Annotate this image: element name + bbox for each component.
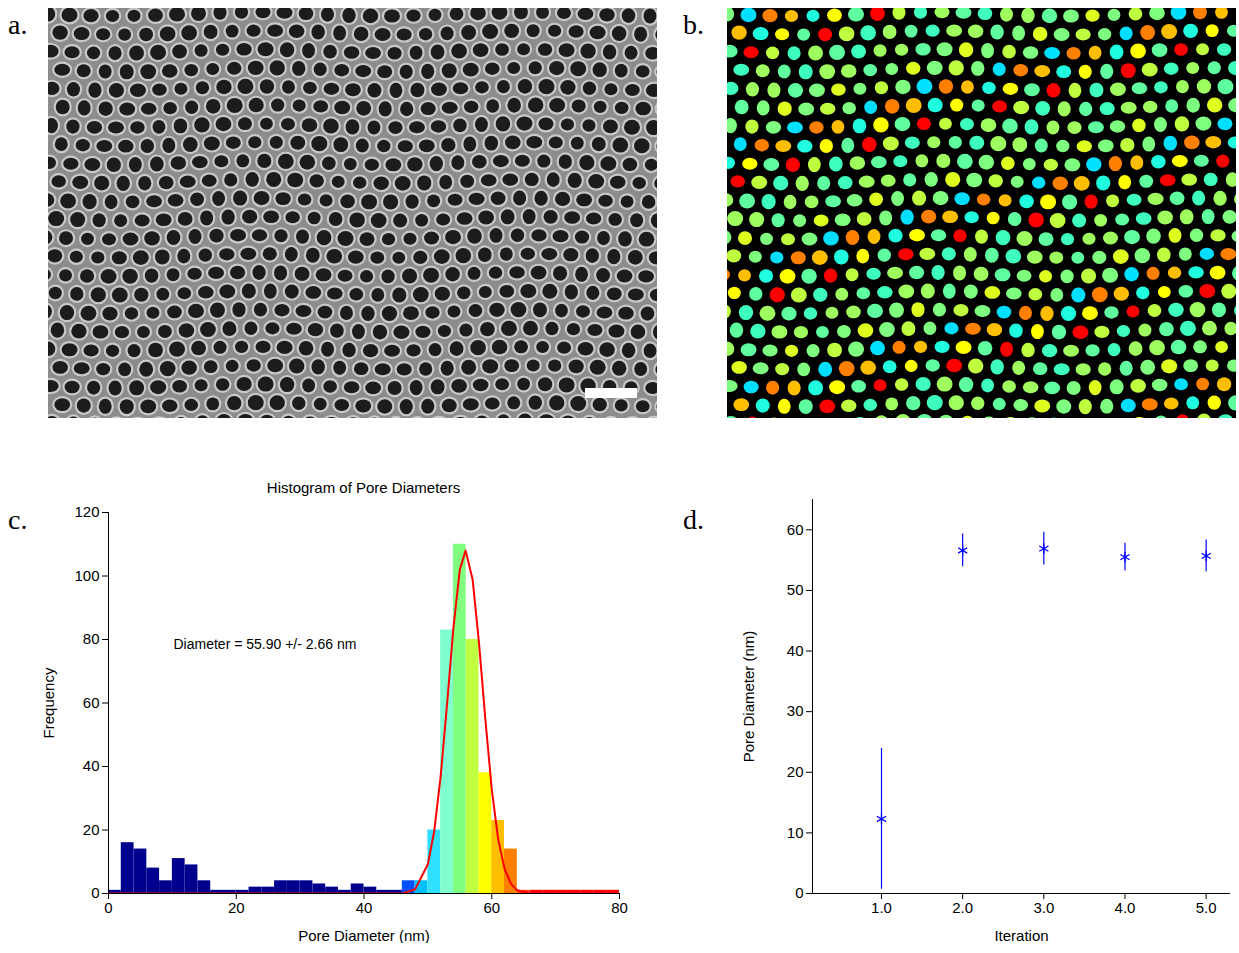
html-text:b.: b. <box>683 9 704 40</box>
svg-text:80: 80 <box>83 630 100 647</box>
svg-text:0: 0 <box>795 884 803 901</box>
html-text:a.: a. <box>8 9 28 40</box>
svg-text:40: 40 <box>787 642 804 659</box>
svg-text:10: 10 <box>787 824 804 841</box>
svg-text:5.0: 5.0 <box>1196 899 1217 916</box>
svg-text:Pore Diameter (nm): Pore Diameter (nm) <box>740 631 757 763</box>
svg-text:50: 50 <box>787 581 804 598</box>
svg-text:40: 40 <box>356 899 373 916</box>
svg-text:60: 60 <box>483 899 500 916</box>
svg-text:30: 30 <box>787 702 804 719</box>
svg-text:Iteration: Iteration <box>994 927 1048 944</box>
svg-text:1.0: 1.0 <box>871 899 892 916</box>
svg-text:0: 0 <box>104 899 112 916</box>
svg-text:4.0: 4.0 <box>1115 899 1136 916</box>
svg-text:Diameter = 55.90 +/- 2.66 nm: Diameter = 55.90 +/- 2.66 nm <box>174 636 357 652</box>
svg-text:80: 80 <box>611 899 628 916</box>
svg-text:Pore Diameter (nm): Pore Diameter (nm) <box>298 927 430 944</box>
svg-text:40: 40 <box>83 757 100 774</box>
svg-text:60: 60 <box>787 521 804 538</box>
html-text:Histogram of Pore Diameters: Histogram of Pore Diameters <box>266 479 461 496</box>
svg-text:Frequency: Frequency <box>40 667 57 738</box>
svg-text:120: 120 <box>74 503 99 520</box>
svg-text:100: 100 <box>74 567 99 584</box>
html-text:c.: c. <box>8 504 28 535</box>
html-text:d.: d. <box>683 504 704 535</box>
svg-text:20: 20 <box>228 899 245 916</box>
svg-text:60: 60 <box>83 694 100 711</box>
svg-text:0: 0 <box>91 884 99 901</box>
svg-text:2.0: 2.0 <box>952 899 973 916</box>
svg-text:20: 20 <box>787 763 804 780</box>
svg-text:3.0: 3.0 <box>1033 899 1054 916</box>
svg-text:20: 20 <box>83 821 100 838</box>
